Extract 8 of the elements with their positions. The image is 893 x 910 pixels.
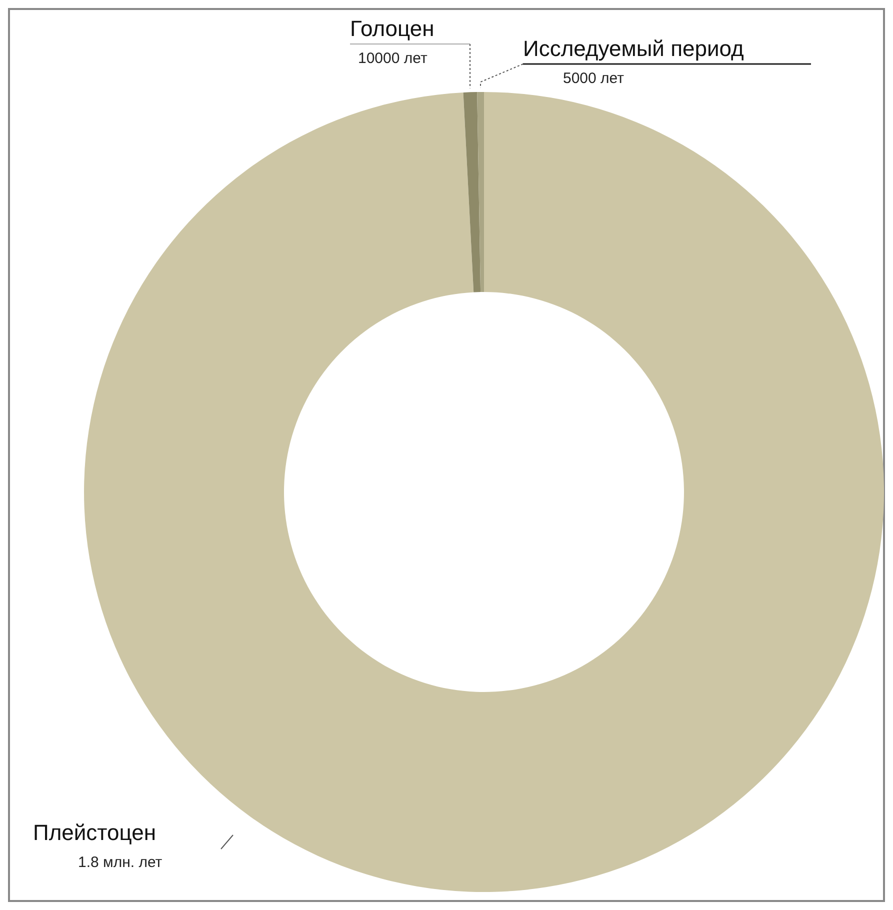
- text: 5000 лет: [563, 70, 624, 87]
- slice-label: Голоцен: [350, 16, 434, 41]
- donut-slice: [463, 92, 481, 292]
- donut-slice: [477, 92, 484, 292]
- text: 10000 лет: [358, 50, 428, 67]
- text: 1.8 млн. лет: [78, 854, 162, 871]
- slice-label: Исследуемый период: [523, 36, 744, 61]
- slice-label: Плейстоцен: [33, 820, 156, 845]
